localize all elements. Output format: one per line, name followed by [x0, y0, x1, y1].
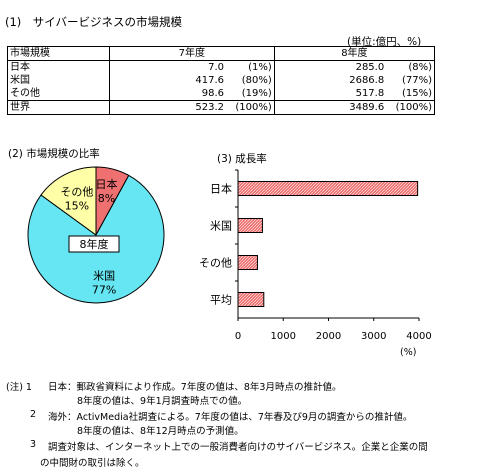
header-fy8: 8年度	[273, 46, 436, 61]
cell-p8: (8%)	[386, 60, 436, 74]
pie-slice-name: その他	[60, 185, 93, 198]
cell-v8: 3489.6	[273, 100, 387, 115]
note-mark: 3	[30, 439, 37, 450]
pie-slice-label: 77%	[92, 283, 116, 296]
header-fy7: 7年度	[108, 46, 275, 61]
pie-slice	[40, 166, 97, 236]
table-total-row: 世界 523.2 (100%) 3489.6 (100%)	[7, 100, 436, 115]
note-line: 8年度の値は、8年12月時点の予測値。	[77, 426, 244, 437]
row-label: 米国	[7, 74, 110, 87]
bar	[237, 218, 263, 233]
table-row: 日本 7.0 (1%) 285.0 (8%)	[7, 60, 436, 74]
pie-slice-name: 米国	[93, 269, 115, 282]
note-mark: 2	[30, 409, 37, 420]
pie-center-label: 8年度	[80, 237, 109, 251]
pie-slice-label: 15%	[65, 199, 89, 212]
section-title: (1) サイバービジネスの市場規模	[5, 15, 183, 29]
bar	[237, 181, 419, 196]
cell-v8: 517.8	[273, 87, 387, 101]
pie-slice-label: 8%	[98, 192, 115, 205]
cell-v7: 523.2	[108, 100, 227, 115]
table-header-row: 市場規模 7年度 8年度	[7, 46, 436, 61]
cell-v7: 7.0	[108, 60, 227, 74]
category-label: 平均	[210, 294, 232, 307]
header-market: 市場規模	[7, 46, 110, 61]
x-tick-label: 3000	[361, 331, 386, 342]
table-row: その他 98.6 (19%) 517.8 (15%)	[7, 87, 436, 101]
cell-v7: 98.6	[108, 87, 227, 101]
cell-p7: (100%)	[226, 100, 275, 115]
bar-unit-label: (%)	[400, 347, 417, 358]
table-row: 米国 417.6 (80%) 2686.8 (77%)	[7, 74, 436, 87]
cell-p8: (15%)	[386, 87, 436, 101]
row-label: その他	[7, 87, 110, 101]
pie-center-box	[68, 235, 120, 253]
pie-slice-name: 日本	[95, 177, 117, 191]
market-size-table: 市場規模 7年度 8年度 日本 7.0 (1%) 285.0 (8%) 米国 4…	[7, 46, 436, 115]
cell-p7: (19%)	[226, 87, 275, 101]
x-tick-label: 4000	[406, 331, 431, 342]
category-label: 米国	[210, 220, 232, 233]
row-label: 世界	[7, 100, 110, 115]
bar-title: (3) 成長率	[217, 153, 267, 165]
cell-v7: 417.6	[108, 74, 227, 87]
note-line: 8年度の値は、9年1月調査時点での値。	[77, 396, 248, 407]
cell-p7: (1%)	[226, 60, 275, 74]
note-line: 海外：ActivMedia社調査による。7年度の値は、7年春及び9月の調査からの…	[48, 412, 413, 423]
cell-v8: 285.0	[273, 60, 387, 74]
x-tick-label: 1000	[271, 331, 296, 342]
row-label: 日本	[7, 60, 110, 74]
category-label: その他	[199, 257, 232, 270]
unit-label: (単位:億円、%)	[347, 36, 422, 48]
bar	[237, 255, 258, 270]
cell-v8: 2686.8	[273, 74, 387, 87]
bar	[237, 292, 265, 307]
pie-title: (2) 市場規模の比率	[8, 148, 100, 160]
category-label: 日本	[210, 182, 232, 196]
cell-p7: (80%)	[226, 74, 275, 87]
note-line: 調査対象は、インターネット上での一般消費者向けのサイバービジネス。企業と企業の間	[48, 442, 428, 453]
note-mark: (注) 1	[6, 382, 32, 393]
cell-p8: (77%)	[386, 74, 436, 87]
x-tick-label: 0	[235, 331, 241, 342]
x-tick-label: 2000	[316, 331, 341, 342]
note-line: の中間財の取引は除く。	[40, 458, 145, 469]
cell-p8: (100%)	[386, 100, 436, 115]
note-line: 日本：郵政省資料により作成。7年度の値は、8年3月時点の推計値。	[48, 382, 342, 393]
